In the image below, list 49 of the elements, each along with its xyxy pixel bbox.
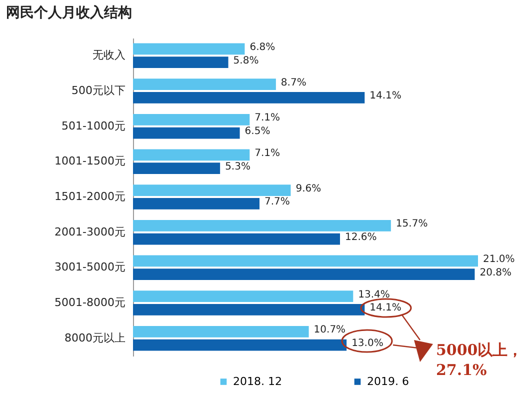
bar — [133, 56, 228, 68]
data-label: 5.3% — [225, 161, 250, 172]
y-tick-label: 500元以下 — [72, 84, 126, 97]
data-label: 21.0% — [483, 254, 515, 265]
bar — [133, 339, 347, 351]
bar — [133, 43, 245, 55]
bar — [133, 114, 250, 126]
legend-label: 2018. 12 — [233, 374, 282, 388]
annotation: 5000以上， 27.1% — [436, 340, 523, 380]
data-label: 20.8% — [480, 267, 512, 278]
bar — [133, 268, 475, 280]
legend-label: 2019. 6 — [367, 374, 409, 388]
data-label: 9.6% — [296, 183, 322, 194]
data-label: 8.7% — [280, 77, 306, 88]
y-tick-label: 3001-5000元 — [54, 260, 126, 274]
data-label: 14.1% — [370, 302, 402, 314]
data-label: 6.5% — [244, 126, 270, 138]
bar — [133, 92, 365, 104]
bar — [133, 233, 340, 245]
y-tick-label: 8000元以上 — [64, 331, 126, 344]
data-label: 12.6% — [345, 232, 377, 244]
y-tick-label: 5001-8000元 — [54, 296, 126, 309]
bar — [133, 255, 478, 267]
data-label: 13.4% — [358, 289, 390, 300]
y-tick-label: 1501-2000元 — [54, 190, 126, 203]
bar — [133, 220, 391, 232]
data-label: 7.7% — [264, 196, 290, 208]
data-label: 7.1% — [254, 148, 280, 159]
bar — [133, 149, 250, 161]
bar — [133, 127, 240, 139]
data-label: 7.1% — [254, 112, 280, 124]
bar — [133, 162, 220, 174]
data-label: 14.1% — [370, 90, 402, 102]
data-label: 6.8% — [250, 42, 276, 53]
bar — [133, 290, 354, 302]
data-label: 15.7% — [396, 218, 428, 230]
bar — [133, 78, 276, 90]
data-label: 13.0% — [352, 338, 384, 350]
data-label: 5.8% — [233, 55, 259, 66]
chart-title: 网民个人月收入结构 — [6, 4, 132, 22]
y-tick-label: 501-1000元 — [62, 119, 126, 132]
bar — [133, 198, 260, 210]
bar — [133, 326, 309, 338]
data-label: 10.7% — [314, 324, 346, 336]
y-tick-label: 无收入 — [92, 48, 126, 62]
y-tick-label: 1001-1500元 — [54, 154, 126, 168]
bar — [133, 184, 291, 196]
y-tick-label: 2001-3000元 — [54, 225, 126, 238]
bar — [133, 304, 365, 316]
